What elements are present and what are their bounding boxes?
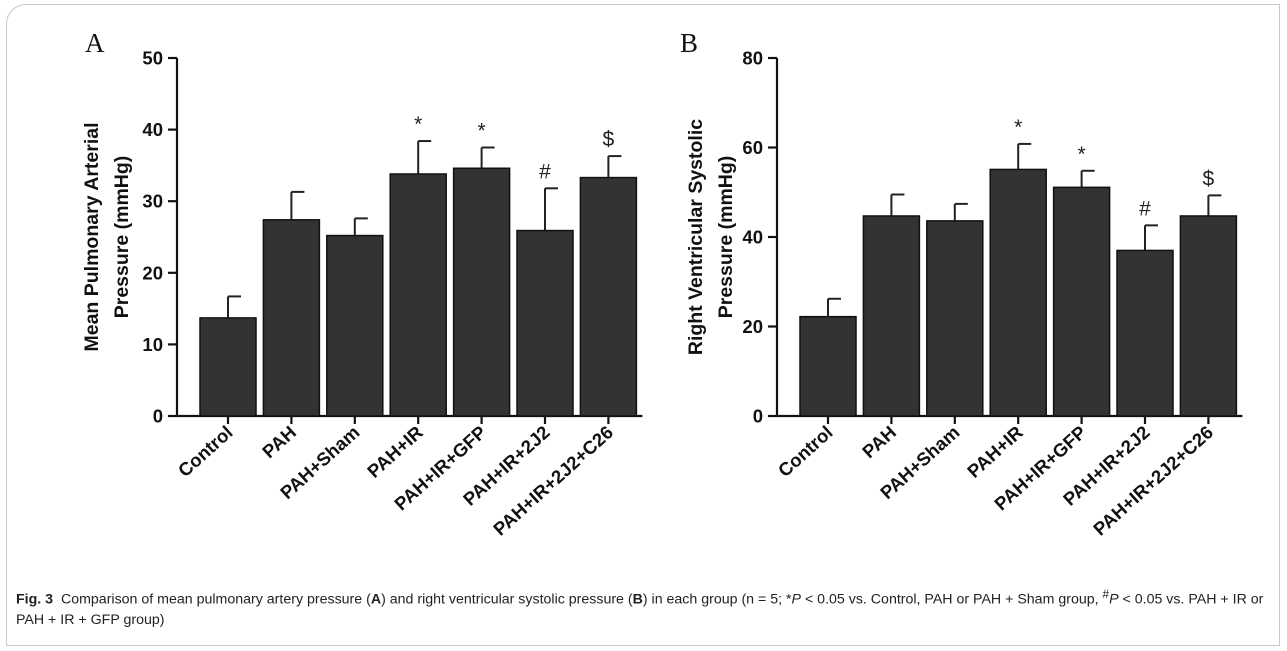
bar	[1117, 250, 1173, 416]
panel-label: A	[85, 28, 105, 58]
x-tick-label: Control	[774, 421, 837, 481]
figure-panels: A Mean Pulmonary Arterial Pressure (mmHg) 0…	[0, 0, 1287, 580]
bar	[863, 216, 919, 416]
significance-marker: *	[414, 113, 422, 136]
panel-a-chart: A Mean Pulmonary Arterial Pressure (mmHg) 0…	[81, 28, 642, 540]
caption-text-2: ) and right ventricular systolic pressur…	[381, 592, 633, 608]
bar	[580, 178, 636, 416]
bar	[517, 231, 573, 416]
y-axis-title-line-1: Mean Pulmonary Arterial	[81, 122, 103, 351]
bar	[1054, 187, 1110, 416]
caption-ref-b: B	[633, 592, 643, 608]
significance-marker: $	[1203, 167, 1215, 190]
x-tick-label: PAH	[258, 421, 300, 462]
bar	[1180, 216, 1236, 416]
y-tick-label: 0	[153, 406, 163, 427]
x-tick-label: PAH+IR+2J2+C26	[489, 421, 617, 539]
bar	[263, 220, 319, 416]
significance-marker: $	[603, 128, 615, 151]
bar	[927, 221, 983, 416]
y-tick-label: 40	[142, 119, 163, 140]
bar	[800, 317, 856, 416]
panel-b-chart: B Right Ventricular Systolic Pressure (mmH…	[680, 28, 1242, 540]
x-tick-label: Control	[174, 421, 237, 481]
significance-marker: *	[478, 120, 486, 143]
y-tick-label: 60	[742, 137, 763, 158]
caption-label: Fig. 3	[16, 592, 53, 608]
y-axis-title-line-2: Pressure (mmHg)	[715, 156, 737, 319]
caption-p-italic-1: P	[792, 592, 801, 608]
y-tick-label: 30	[142, 191, 163, 212]
bar	[990, 169, 1046, 416]
x-tick-label: PAH+IR+2J2+C26	[1089, 421, 1217, 539]
y-tick-label: 0	[753, 406, 763, 427]
x-tick-label: PAH	[858, 421, 900, 462]
y-axis-title-line-2: Pressure (mmHg)	[111, 156, 133, 319]
y-tick-label: 10	[142, 334, 163, 355]
caption-text-4: < 0.05 vs. Control, PAH or PAH + Sham gr…	[801, 592, 1103, 608]
x-tick-label: PAH+IR	[363, 421, 427, 481]
x-tick-label: PAH+IR	[963, 421, 1027, 481]
significance-marker: *	[1078, 143, 1086, 166]
caption-text-1: Comparison of mean pulmonary artery pres…	[61, 592, 371, 608]
y-axis-title-line-1: Right Ventricular Systolic	[685, 119, 707, 355]
caption-ref-a: A	[371, 592, 381, 608]
panel-label: B	[680, 28, 698, 58]
significance-marker: #	[1139, 197, 1151, 220]
caption-text-3: ) in each group (n = 5; *	[643, 592, 792, 608]
caption-p-italic-2: P	[1109, 592, 1118, 608]
y-tick-label: 20	[742, 316, 763, 337]
significance-marker: #	[539, 160, 551, 183]
y-tick-label: 80	[742, 48, 763, 69]
bar	[390, 174, 446, 416]
bar	[200, 318, 256, 416]
y-tick-label: 20	[142, 262, 163, 283]
y-tick-label: 40	[742, 227, 763, 248]
y-tick-label: 50	[142, 48, 163, 69]
figure-caption: Fig. 3 Comparison of mean pulmonary arte…	[16, 584, 1266, 630]
bar	[327, 236, 383, 416]
bar	[454, 168, 510, 416]
significance-marker: *	[1014, 116, 1022, 139]
